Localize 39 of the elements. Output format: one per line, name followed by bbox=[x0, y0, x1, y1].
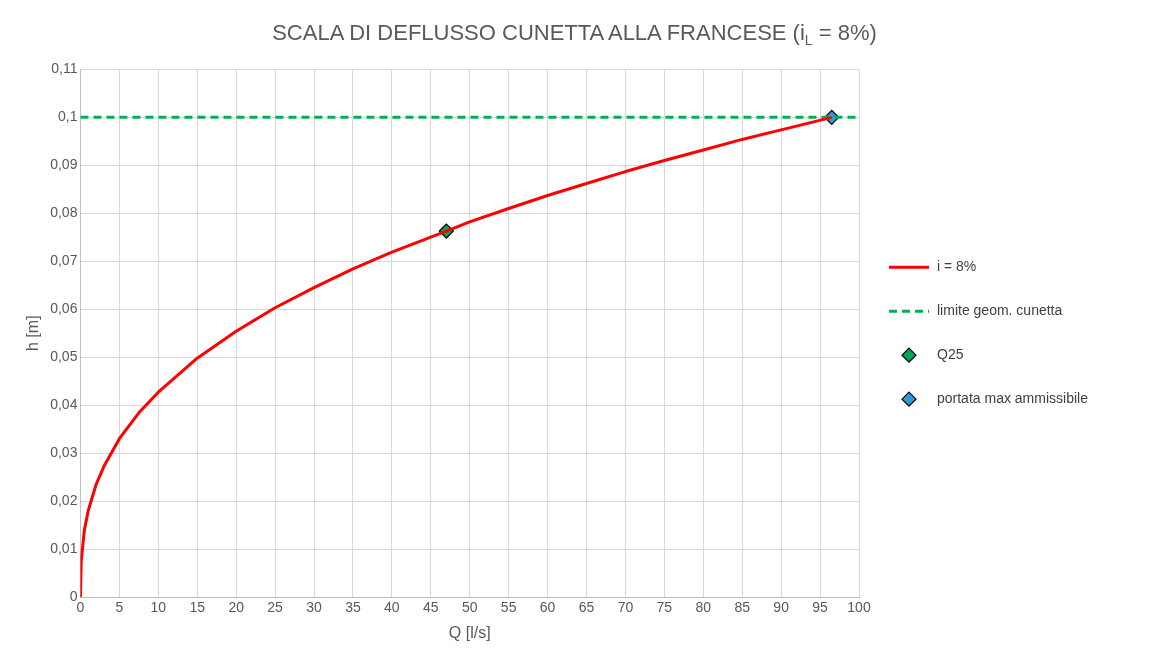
y-tick-label: 0,03 bbox=[50, 443, 78, 460]
x-tick-label: 100 bbox=[847, 599, 871, 616]
y-tick-label: 0,07 bbox=[50, 252, 78, 269]
y-tick-label: 0,02 bbox=[50, 491, 78, 508]
x-axis-title: Q [l/s] bbox=[448, 623, 491, 641]
x-tick-label: 50 bbox=[461, 599, 478, 616]
x-tick-label: 30 bbox=[306, 599, 323, 616]
x-tick-label: 10 bbox=[150, 599, 167, 616]
y-tick-label: 0,06 bbox=[50, 300, 78, 317]
x-tick-label: 65 bbox=[578, 599, 595, 616]
x-tick-label: 35 bbox=[345, 599, 361, 616]
legend-label: i = 8% bbox=[937, 258, 977, 275]
x-tick-label: 20 bbox=[228, 599, 245, 616]
x-tick-label: 75 bbox=[656, 599, 673, 616]
y-tick-label: 0,09 bbox=[50, 156, 78, 173]
y-tick-label: 0 bbox=[69, 587, 78, 604]
x-tick-label: 60 bbox=[539, 599, 556, 616]
y-axis-title: h [m] bbox=[24, 315, 42, 351]
chart-title: SCALA DI DEFLUSSO CUNETTA ALLA FRANCESE (i$_{L}$ = 8%) bbox=[271, 19, 878, 51]
x-tick-label: 80 bbox=[695, 599, 712, 616]
x-tick-label: 25 bbox=[267, 599, 284, 616]
x-tick-label: 45 bbox=[423, 599, 439, 616]
x-tick-label: 95 bbox=[812, 599, 829, 616]
x-tick-label: 5 bbox=[115, 599, 124, 616]
x-tick-label: 85 bbox=[734, 599, 751, 616]
y-tick-label: 0,01 bbox=[50, 539, 78, 556]
x-tick-label: 90 bbox=[773, 599, 790, 616]
x-tick-label: 55 bbox=[500, 599, 517, 616]
legend-label: limite geom. cunetta bbox=[937, 302, 1063, 319]
y-tick-label: 0,1 bbox=[57, 108, 78, 125]
y-tick-label: 0,08 bbox=[50, 204, 78, 221]
x-tick-label: 15 bbox=[189, 599, 206, 616]
legend-label: portata max ammissibile bbox=[937, 390, 1089, 407]
legend-label: Q25 bbox=[937, 346, 964, 363]
y-tick-label: 0,05 bbox=[50, 348, 78, 365]
x-tick-label: 70 bbox=[617, 599, 634, 616]
y-tick-label: 0,04 bbox=[50, 396, 78, 412]
y-tick-label: 0,11 bbox=[51, 60, 78, 77]
x-tick-label: 40 bbox=[384, 599, 400, 616]
